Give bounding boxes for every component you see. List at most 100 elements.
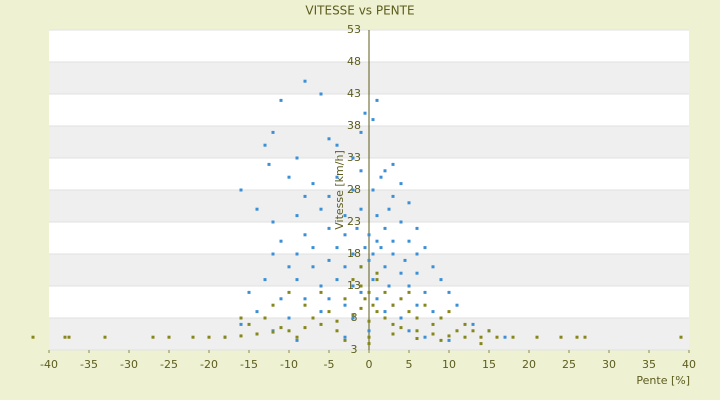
point xyxy=(371,188,375,192)
y-tick-label: 38 xyxy=(347,119,361,132)
point xyxy=(383,310,387,314)
point xyxy=(387,284,391,288)
point xyxy=(367,233,371,237)
point xyxy=(383,316,387,320)
x-tick-label: 10 xyxy=(442,358,456,371)
point xyxy=(431,332,435,336)
point xyxy=(423,303,427,307)
point xyxy=(399,326,403,330)
point xyxy=(295,278,299,282)
point xyxy=(335,246,339,250)
point xyxy=(379,246,383,250)
point xyxy=(487,329,491,333)
point xyxy=(383,226,387,230)
point xyxy=(303,79,307,83)
point xyxy=(303,326,307,330)
x-axis-label: Pente [%] xyxy=(636,374,690,387)
point xyxy=(355,226,359,230)
y-tick-label: 53 xyxy=(347,23,361,36)
point xyxy=(575,335,579,339)
point xyxy=(391,194,395,198)
point xyxy=(407,310,411,314)
point xyxy=(63,335,67,339)
point xyxy=(271,220,275,224)
point xyxy=(391,239,395,243)
point xyxy=(479,335,483,339)
point xyxy=(511,335,515,339)
point xyxy=(367,342,371,346)
point xyxy=(439,278,443,282)
y-tick-label: 43 xyxy=(347,87,361,100)
point xyxy=(335,319,339,323)
point xyxy=(151,335,155,339)
point xyxy=(351,156,355,160)
x-tick-label: 25 xyxy=(562,358,576,371)
point xyxy=(399,316,403,320)
point xyxy=(343,265,347,269)
point xyxy=(423,335,427,339)
point xyxy=(359,207,363,211)
point xyxy=(327,194,331,198)
point xyxy=(391,252,395,256)
x-tick-label: 40 xyxy=(682,358,696,371)
point xyxy=(67,335,71,339)
point xyxy=(447,290,451,294)
point xyxy=(311,265,315,269)
point xyxy=(271,303,275,307)
point xyxy=(351,188,355,192)
point xyxy=(503,335,507,339)
point xyxy=(371,118,375,122)
point xyxy=(471,322,475,326)
point xyxy=(239,316,243,320)
point xyxy=(327,310,331,314)
point xyxy=(255,310,259,314)
point xyxy=(415,336,419,340)
point xyxy=(447,334,451,338)
point xyxy=(367,290,371,294)
point xyxy=(239,188,243,192)
point xyxy=(407,284,411,288)
point xyxy=(399,297,403,301)
point xyxy=(303,233,307,237)
point xyxy=(407,201,411,205)
point xyxy=(319,92,323,96)
point xyxy=(367,258,371,262)
point xyxy=(415,303,419,307)
x-tick-label: -20 xyxy=(200,358,218,371)
point xyxy=(559,335,563,339)
point xyxy=(371,252,375,256)
x-tick-label: -25 xyxy=(160,358,178,371)
point xyxy=(287,329,291,333)
point xyxy=(391,322,395,326)
point xyxy=(375,214,379,218)
x-tick-label: 35 xyxy=(642,358,656,371)
point xyxy=(295,252,299,256)
point xyxy=(279,297,283,301)
point xyxy=(295,156,299,160)
point xyxy=(399,271,403,275)
point xyxy=(247,290,251,294)
point xyxy=(371,303,375,307)
point xyxy=(375,271,379,275)
point xyxy=(279,326,283,330)
point xyxy=(415,316,419,320)
point xyxy=(343,214,347,218)
point xyxy=(295,335,299,339)
point xyxy=(471,329,475,333)
point xyxy=(351,284,355,288)
point xyxy=(239,322,243,326)
point xyxy=(363,246,367,250)
point xyxy=(375,310,379,314)
point xyxy=(311,316,315,320)
point xyxy=(287,316,291,320)
point xyxy=(319,322,323,326)
point xyxy=(255,207,259,211)
point xyxy=(431,310,435,314)
x-tick-label: -10 xyxy=(280,358,298,371)
point xyxy=(287,175,291,179)
point xyxy=(351,313,355,317)
point xyxy=(303,194,307,198)
point xyxy=(335,329,339,333)
point xyxy=(495,335,499,339)
